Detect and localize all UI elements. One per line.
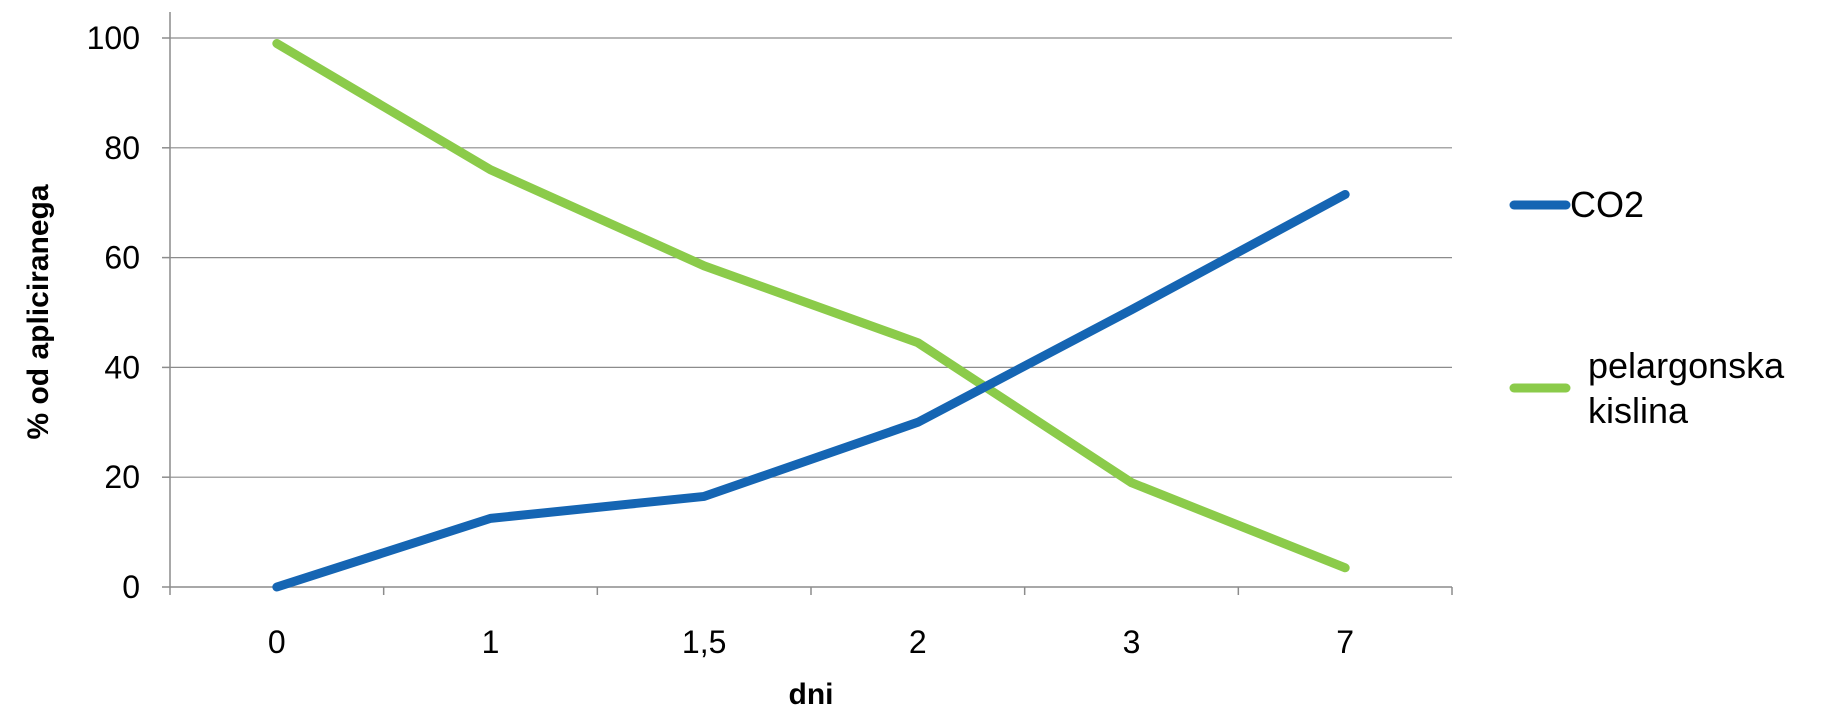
- y-tick-label: 20: [104, 459, 140, 495]
- x-tick-label: 0: [268, 624, 286, 660]
- x-tick-label: 7: [1336, 624, 1354, 660]
- series-line: [272, 38, 1350, 573]
- x-axis-title: dni: [789, 678, 834, 708]
- x-tick-label: 1: [482, 624, 500, 660]
- y-tick-labels: 0 20 40 60 80 100: [87, 20, 140, 605]
- y-tick-label: 40: [104, 349, 140, 385]
- series-line: [272, 189, 1350, 592]
- legend: CO2 pelargonska kislina: [1509, 184, 1785, 431]
- series-lines: [272, 38, 1350, 592]
- y-tick-label: 80: [104, 130, 140, 166]
- y-axis-title: % od apliciranega: [22, 184, 55, 439]
- legend-label: pelargonska kislina: [1588, 345, 1785, 431]
- x-tick-label: 3: [1123, 624, 1141, 660]
- y-tick-label: 100: [87, 20, 140, 56]
- x-tick-labels: 0 1 1,5 2 3 7: [268, 624, 1354, 660]
- x-tick-label: 1,5: [682, 624, 726, 660]
- x-tick-label: 2: [909, 624, 927, 660]
- gridlines: [162, 37, 1453, 595]
- y-tick-label: 60: [104, 240, 140, 276]
- axes: [169, 12, 1452, 588]
- legend-label: CO2: [1570, 184, 1644, 225]
- y-tick-label: 0: [122, 569, 140, 605]
